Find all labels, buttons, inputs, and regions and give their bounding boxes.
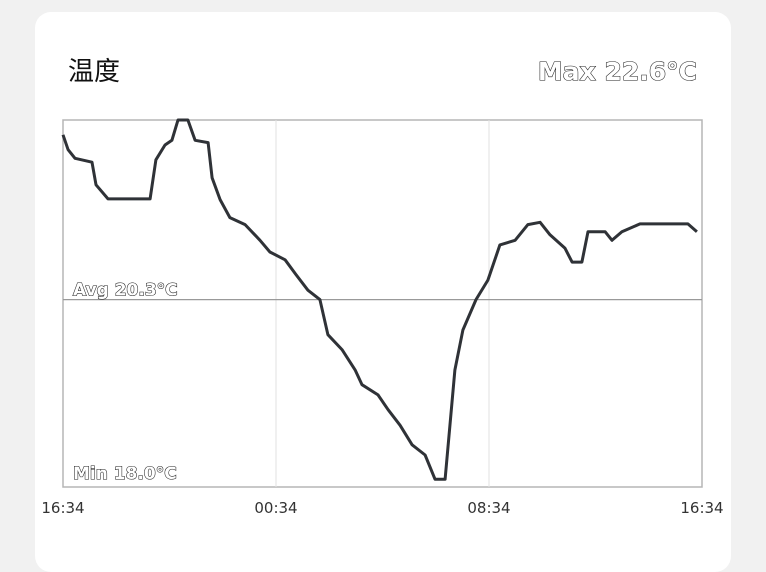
min-label: Min 18.0°C [73, 464, 177, 484]
x-tick-label: 00:34 [254, 499, 297, 517]
max-label: Max 22.6°C [538, 57, 697, 86]
plot-frame [62, 119, 703, 488]
card [35, 12, 731, 572]
x-tick-label: 08:34 [467, 499, 510, 517]
avg-label: Avg 20.3°C [73, 281, 178, 301]
line [61, 118, 698, 481]
chart: 温度 Max 22.6°C 16:34 00:34 08:34 16:34 Avg 20… [41, 56, 723, 517]
page: {"chart_data": {"type": "line", "title":… [35, 12, 731, 572]
chart-title: 温度 [68, 57, 120, 87]
x-tick-label: 16:34 [41, 499, 84, 517]
x-tick-label: 16:34 [680, 499, 723, 517]
